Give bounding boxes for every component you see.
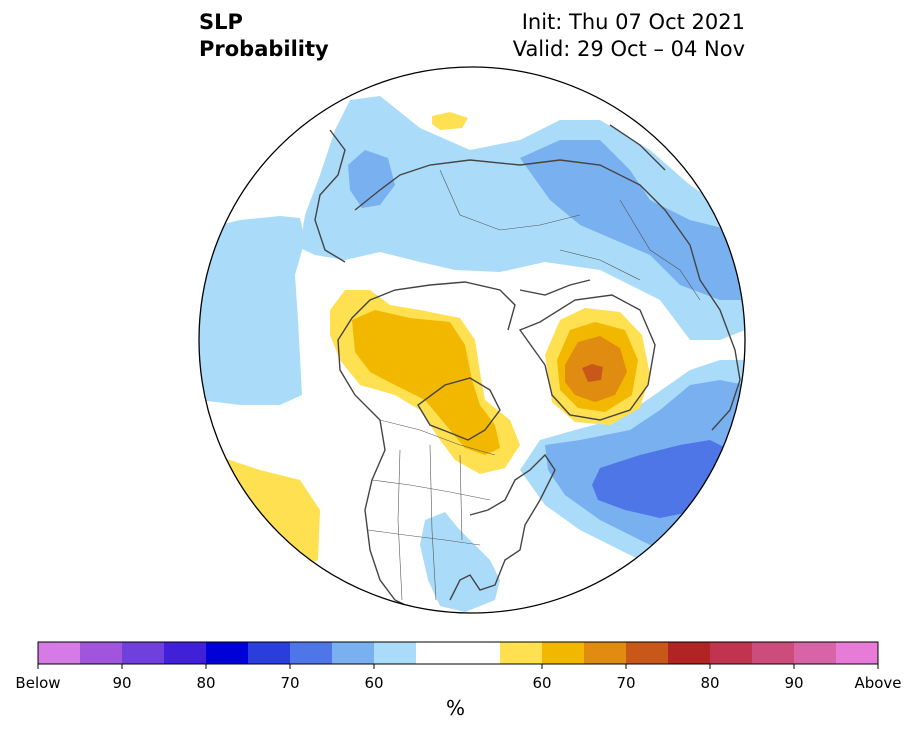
pacific-below-60 xyxy=(199,216,305,405)
colorbar-unit: % xyxy=(446,696,466,720)
colorbar-swatch xyxy=(836,642,879,664)
colorbar-tick-label: 80 xyxy=(196,674,215,692)
colorbar-swatch xyxy=(332,642,375,664)
arctic-above-55 xyxy=(432,112,468,130)
colorbar-swatch xyxy=(584,642,627,664)
colorbar-swatch xyxy=(710,642,753,664)
colorbar-frame xyxy=(37,641,879,665)
product-label: Probability xyxy=(199,37,329,61)
forecast-dates: Init: Thu 07 Oct 2021 Valid: 29 Oct – 04… xyxy=(513,9,745,63)
siberia-below-60 xyxy=(300,96,745,340)
colorbar-tick-label: 90 xyxy=(112,674,131,692)
coastlines xyxy=(314,124,741,613)
colorbar-tick-label: Above xyxy=(854,674,901,692)
colorbar-swatch xyxy=(206,642,249,664)
colorbar-swatch xyxy=(794,642,837,664)
colorbar: Below 90 80 70 60 60 70 80 90 Above xyxy=(15,641,902,692)
colorbar-swatch xyxy=(458,642,501,664)
siberia-below-65 xyxy=(520,140,745,300)
canada-arctic-below-65 xyxy=(348,150,395,208)
colorbar-ticks: Below 90 80 70 60 60 70 80 90 Above xyxy=(15,664,902,692)
map-boundary xyxy=(198,66,746,614)
colorbar-swatch xyxy=(122,642,165,664)
colorbar-tick-label: 90 xyxy=(784,674,803,692)
colorbar-swatch xyxy=(164,642,207,664)
probability-field xyxy=(199,67,745,613)
map-title: SLP Probability xyxy=(199,9,329,63)
colorbar-swatches xyxy=(38,642,879,664)
greenland-above xyxy=(582,364,603,382)
colorbar-tick-label: 80 xyxy=(700,674,719,692)
gulf-below-60 xyxy=(420,512,500,612)
colorbar-tick-label: 70 xyxy=(616,674,635,692)
colorbar-swatch xyxy=(752,642,795,664)
colorbar-swatch xyxy=(248,642,291,664)
colorbar-swatch xyxy=(80,642,123,664)
colorbar-swatch xyxy=(542,642,585,664)
variable-label: SLP xyxy=(199,10,243,34)
polar-map xyxy=(198,66,746,614)
colorbar-tick-label: Below xyxy=(15,674,60,692)
colorbar-swatch xyxy=(416,642,459,664)
colorbar-swatch xyxy=(500,642,543,664)
colorbar-swatch xyxy=(626,642,669,664)
colorbar-tick-label: 60 xyxy=(364,674,383,692)
colorbar-tick-label: 60 xyxy=(532,674,551,692)
valid-range: Valid: 29 Oct – 04 Nov xyxy=(512,37,745,61)
colorbar-tick-label: 70 xyxy=(280,674,299,692)
north-america-above xyxy=(352,310,500,455)
colorbar-swatch xyxy=(374,642,417,664)
colorbar-swatch xyxy=(290,642,333,664)
colorbar-swatch xyxy=(668,642,711,664)
borders xyxy=(367,169,701,601)
init-date: Init: Thu 07 Oct 2021 xyxy=(521,10,745,34)
pacific-above-55 xyxy=(215,455,320,568)
colorbar-swatch xyxy=(38,642,81,664)
